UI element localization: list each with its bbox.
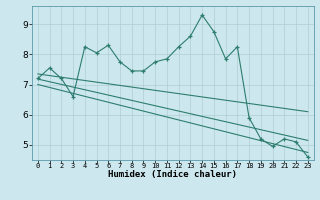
X-axis label: Humidex (Indice chaleur): Humidex (Indice chaleur) xyxy=(108,170,237,179)
